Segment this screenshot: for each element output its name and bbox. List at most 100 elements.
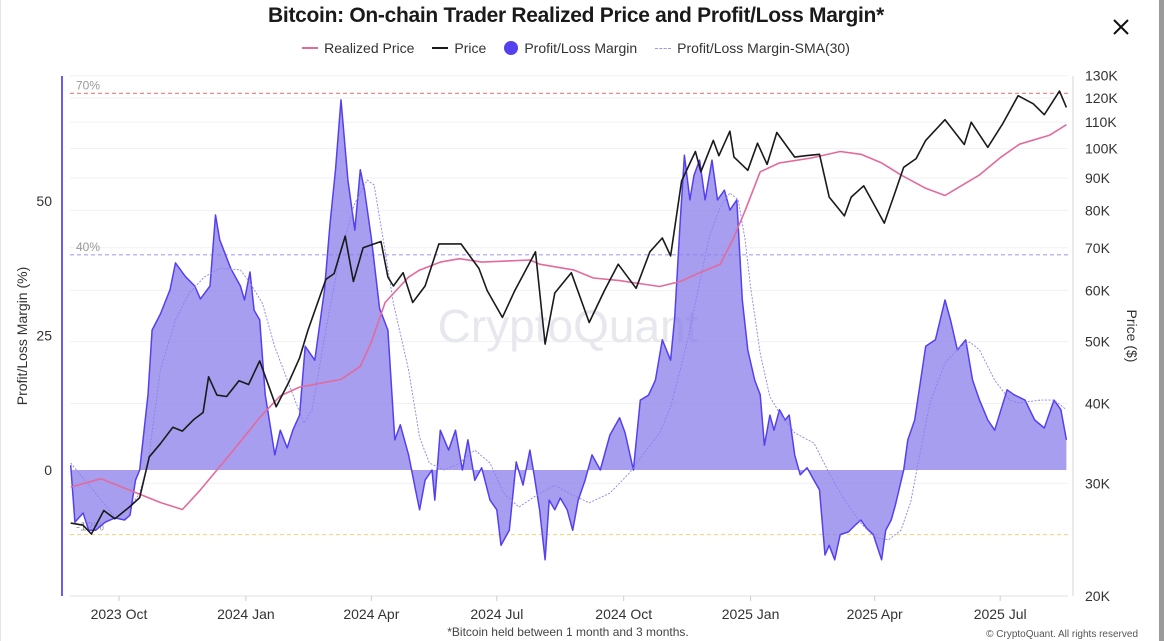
data-point-profit-loss-margin <box>324 289 325 290</box>
data-point-price <box>91 533 92 534</box>
data-point-profit-loss-margin-sma-30 <box>629 473 630 474</box>
data-point-profit-loss-margin-sma-30 <box>644 452 645 453</box>
data-point-price <box>618 264 619 265</box>
data-point-profit-loss-margin <box>139 469 140 470</box>
data-point-profit-loss-margin-sma-30 <box>979 349 980 350</box>
data-point-realized-price <box>944 195 945 196</box>
data-point-price <box>276 406 277 407</box>
data-point-profit-loss-margin-sma-30 <box>459 462 460 463</box>
data-point-profit-loss-margin <box>1034 419 1035 420</box>
data-point-profit-loss-margin <box>274 454 275 455</box>
data-point-profit-loss-margin <box>914 419 915 420</box>
data-point-profit-loss-margin <box>147 394 148 395</box>
data-point-profit-loss-margin <box>824 554 825 555</box>
data-point-price <box>216 395 217 396</box>
series-line-price <box>70 90 1068 535</box>
data-point-price <box>718 155 719 156</box>
data-point-profit-loss-margin-sma-30 <box>474 450 475 451</box>
data-point-realized-price <box>200 489 201 490</box>
chart-title: Bitcoin: On-chain Trader Realized Price … <box>268 4 884 27</box>
reference-line-label: 70% <box>76 78 100 92</box>
data-point-profit-loss-margin <box>425 480 426 481</box>
data-point-profit-loss-margin-sma-30 <box>367 179 368 180</box>
x-tick-label: 2023 Oct <box>91 606 148 622</box>
data-point-profit-loss-margin-sma-30 <box>240 269 241 270</box>
legend-item-price[interactable]: Price <box>432 40 486 56</box>
data-point-price <box>1033 103 1034 104</box>
legend-item-profit-loss-margin[interactable]: Profit/Loss Margin <box>504 40 637 56</box>
data-point-price <box>649 251 650 252</box>
data-point-profit-loss-margin <box>545 559 546 560</box>
data-point-realized-price <box>840 151 841 152</box>
data-point-profit-loss-margin-sma-30 <box>70 462 71 463</box>
data-point-realized-price <box>230 453 231 454</box>
data-point-price <box>334 273 335 274</box>
close-button[interactable] <box>1108 14 1134 40</box>
data-point-price <box>208 376 209 377</box>
data-point-profit-loss-margin-sma-30 <box>900 530 901 531</box>
data-point-profit-loss-margin-sma-30 <box>189 292 190 293</box>
data-point-price <box>987 147 988 148</box>
legend-item-margin-sma[interactable]: Profit/Loss Margin-SMA(30) <box>655 40 850 56</box>
data-point-profit-loss-margin <box>1060 409 1061 410</box>
data-point-profit-loss-margin <box>200 298 201 299</box>
data-point-profit-loss-margin <box>747 349 748 350</box>
data-point-profit-loss-margin-sma-30 <box>689 330 690 331</box>
data-point-profit-loss-margin <box>674 317 675 318</box>
data-point-profit-loss-margin-sma-30 <box>760 353 761 354</box>
data-point-profit-loss-margin <box>287 447 288 448</box>
data-point-profit-loss-margin-sma-30 <box>844 500 845 501</box>
data-point-profit-loss-margin-sma-30 <box>729 192 730 193</box>
y-right-tick-label: 100K <box>1085 141 1118 157</box>
y-right-tick-label: 30K <box>1085 475 1111 491</box>
scrollbar[interactable] <box>1159 0 1164 641</box>
data-point-price <box>226 396 227 397</box>
data-point-profit-loss-margin <box>408 454 409 455</box>
data-point-profit-loss-margin <box>489 500 490 501</box>
x-tick-label: 2024 Oct <box>595 606 652 622</box>
reference-lines: 70%40%-12% <box>70 78 1068 536</box>
data-point-profit-loss-margin <box>773 430 774 431</box>
data-point-profit-loss-margin-sma-30 <box>969 341 970 342</box>
data-point-price <box>1059 91 1060 92</box>
data-point-profit-loss-margin <box>699 160 700 161</box>
y-right-tick-label: 130K <box>1085 68 1118 84</box>
data-point-price <box>288 382 289 383</box>
data-point-price <box>325 279 326 280</box>
data-point-profit-loss-margin <box>789 415 790 416</box>
data-point-profit-loss-margin <box>965 339 966 340</box>
data-point-profit-loss-margin <box>448 450 449 451</box>
data-point-profit-loss-margin <box>152 330 153 331</box>
y-right-axis-label: Price ($) <box>1124 310 1140 363</box>
data-point-profit-loss-margin-sma-30 <box>429 462 430 463</box>
axis-ticks: 20K 30K 40K 50K 60K 70K 80K 90K 100K 110K 120K 130K… <box>36 68 1118 622</box>
legend: Realized Price Price Profit/Loss Margin … <box>0 40 1152 56</box>
data-point-profit-loss-margin-sma-30 <box>393 303 394 304</box>
data-point-profit-loss-margin <box>160 313 161 314</box>
data-point-profit-loss-margin-sma-30 <box>910 502 911 503</box>
data-point-profit-loss-margin <box>711 160 712 161</box>
data-point-price <box>893 195 894 196</box>
data-point-price <box>747 170 748 171</box>
data-point-profit-loss-margin <box>935 339 936 340</box>
data-point-profit-loss-margin-sma-30 <box>204 276 205 277</box>
legend-item-realized-price[interactable]: Realized Price <box>302 40 414 56</box>
data-point-profit-loss-margin <box>1013 394 1014 395</box>
data-point-profit-loss-margin-sma-30 <box>249 282 250 283</box>
data-point-price <box>259 360 260 361</box>
data-point-profit-loss-margin <box>269 419 270 420</box>
footnote: *Bitcoin held between 1 month and 3 mont… <box>447 625 689 639</box>
data-point-realized-price <box>860 154 861 155</box>
data-point-profit-loss-margin <box>554 509 555 510</box>
data-point-realized-price <box>979 174 980 175</box>
data-point-profit-loss-margin <box>95 530 96 531</box>
data-point-profit-loss-margin-sma-30 <box>888 539 889 540</box>
data-point-realized-price <box>720 264 721 265</box>
data-point-price <box>1018 95 1019 96</box>
data-point-price <box>713 140 714 141</box>
data-point-profit-loss-margin <box>387 330 388 331</box>
data-point-profit-loss-margin <box>848 531 849 532</box>
data-point-profit-loss-margin <box>585 480 586 481</box>
data-point-profit-loss-margin <box>509 530 510 531</box>
close-x-icon <box>1113 19 1129 35</box>
